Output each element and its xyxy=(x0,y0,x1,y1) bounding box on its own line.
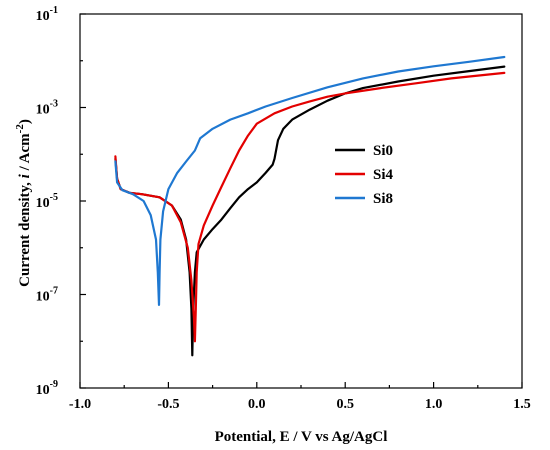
y-tick-label: 10-9 xyxy=(36,379,58,398)
series-group xyxy=(114,55,506,357)
y-tick-label: 10-1 xyxy=(36,5,58,24)
x-tick-label: 0.0 xyxy=(248,397,266,412)
legend: Si0 Si4 Si8 xyxy=(335,143,394,207)
x-tick-label: -0.5 xyxy=(157,397,179,412)
y-axis-title-close: ) xyxy=(17,119,33,124)
y-axis-title-symbol: i xyxy=(17,173,33,178)
y-tick-label: 10-3 xyxy=(36,99,58,118)
series-line-si8 xyxy=(114,55,506,306)
y-tick-label: 10-7 xyxy=(36,286,58,305)
x-tick-label: 1.0 xyxy=(425,397,443,412)
x-tick-label: 1.5 xyxy=(513,397,531,412)
y-axis-title: Current density, i / Acm-2) xyxy=(14,119,33,287)
y-axis-title-main: Current density, xyxy=(17,178,33,286)
legend-label-si4: Si4 xyxy=(373,167,394,183)
legend-label-si0: Si0 xyxy=(373,143,393,159)
series-line-si4 xyxy=(114,71,506,343)
y-axis-title-exp: -2 xyxy=(14,124,26,134)
ticks-group: -1.0 -0.5 0.0 0.5 1.0 1.5 10-9 10-7 10-5 10-3 10-1 xyxy=(36,5,531,412)
x-axis-title: Potential, E / V vs Ag/AgCl xyxy=(215,429,388,445)
legend-label-si8: Si8 xyxy=(373,191,393,207)
x-tick-label: 0.5 xyxy=(336,397,354,412)
y-tick-label: 10-5 xyxy=(36,192,58,211)
x-tick-label: -1.0 xyxy=(69,397,91,412)
y-axis-title-unit: / Acm xyxy=(17,133,33,174)
